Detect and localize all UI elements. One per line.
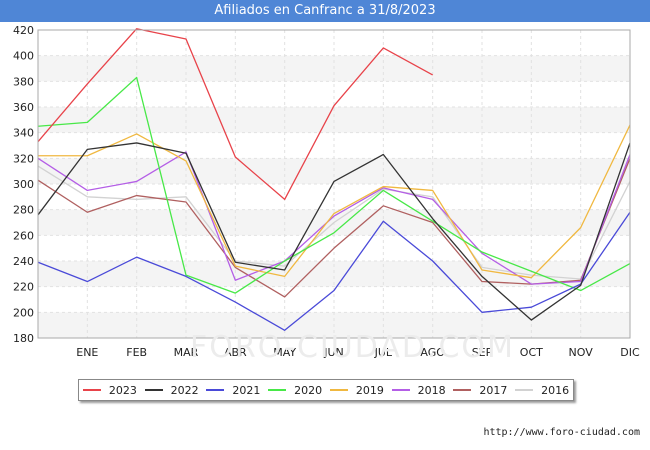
- legend-swatch: [329, 389, 348, 391]
- x-tick-label: FEB: [126, 346, 147, 359]
- legend-item-2022: 2022: [144, 383, 199, 397]
- x-tick-label: MAY: [273, 346, 296, 359]
- legend-item-2019: 2019: [329, 383, 384, 397]
- plot-frame: [37, 29, 631, 339]
- series-line-2022: [37, 142, 631, 321]
- x-tick-label: JUN: [323, 346, 344, 359]
- y-tick-label: 300: [13, 178, 34, 191]
- series-line-2023: [37, 28, 433, 201]
- x-tick-label: SEP: [472, 346, 493, 359]
- series-line-2020: [37, 76, 631, 294]
- legend-label: 2021: [232, 383, 261, 397]
- legend-swatch: [391, 389, 410, 391]
- legend-item-2020: 2020: [268, 384, 322, 397]
- x-tick-label: AGO: [420, 346, 445, 359]
- series-line-2019: [38, 124, 631, 279]
- watermark: FORO-CIUDAD.COM: [190, 330, 515, 365]
- x-tick-label: ABR: [224, 346, 247, 359]
- legend-label: 2022: [170, 383, 199, 397]
- y-tick-label: 400: [13, 50, 34, 63]
- legend-label: 2016: [541, 383, 570, 397]
- y-tick-label: 180: [13, 332, 34, 345]
- legend-swatch: [453, 389, 472, 391]
- legend-item-2016: 2016: [515, 384, 569, 397]
- y-tick-label: 240: [13, 255, 34, 268]
- legend-label: 2017: [479, 383, 508, 397]
- y-tick-label: 220: [13, 281, 34, 294]
- y-tick-label: 340: [13, 127, 34, 140]
- y-tick-label: 280: [13, 204, 34, 217]
- series-line-2018: [37, 151, 631, 285]
- series-line-2021: [37, 211, 631, 331]
- x-tick-label: DIC: [620, 346, 640, 359]
- y-tick-label: 200: [13, 306, 34, 319]
- x-tick-label: ENE: [76, 346, 98, 359]
- legend-item-2017: 2017: [453, 384, 507, 397]
- legend-label: 2020: [294, 383, 323, 397]
- legend-label: 2019: [355, 383, 384, 397]
- source-url: http://www.foro-ciudad.com: [483, 427, 640, 438]
- legend-item-2018: 2018: [391, 383, 446, 397]
- legend-swatch: [268, 389, 287, 391]
- x-tick-label: JUL: [374, 346, 393, 359]
- x-tick-label: MAR: [174, 346, 199, 359]
- y-tick-label: 260: [13, 229, 34, 242]
- legend-item-2023: 2023: [82, 383, 137, 397]
- legend-swatch: [515, 389, 534, 391]
- series-line-2016: [37, 165, 631, 280]
- y-tick-label: 380: [13, 75, 34, 88]
- y-axis-ticks: 180 200 220 240 260 280 300 320 340 360 380 400 420: [13, 24, 34, 345]
- y-tick-label: 360: [13, 101, 34, 114]
- x-axis-ticks: ENE FEB MAR ABR MAY JUN JUL AGO SEP OCT NOV DIC: [76, 346, 640, 359]
- series-lines: [37, 28, 631, 331]
- legend-swatch: [144, 389, 163, 391]
- legend: 2023 2022 2021 2020 2019 2018 2017 2016: [78, 379, 574, 401]
- legend-label: 2018: [417, 383, 446, 397]
- legend-swatch: [82, 389, 101, 391]
- chart-title: Afiliados en Canfranc a 31/8/2023: [0, 0, 650, 22]
- y-tick-label: 420: [13, 24, 34, 37]
- x-tick-label: NOV: [569, 346, 594, 359]
- legend-label: 2023: [108, 383, 137, 397]
- y-tick-label: 320: [13, 152, 34, 165]
- x-tick-label: OCT: [520, 346, 543, 359]
- legend-swatch: [206, 389, 225, 391]
- legend-item-2021: 2021: [206, 384, 260, 397]
